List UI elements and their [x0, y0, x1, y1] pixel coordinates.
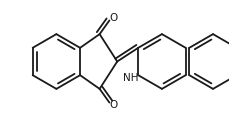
Text: O: O [109, 14, 117, 23]
Text: O: O [109, 100, 117, 109]
Text: NH: NH [122, 73, 138, 83]
